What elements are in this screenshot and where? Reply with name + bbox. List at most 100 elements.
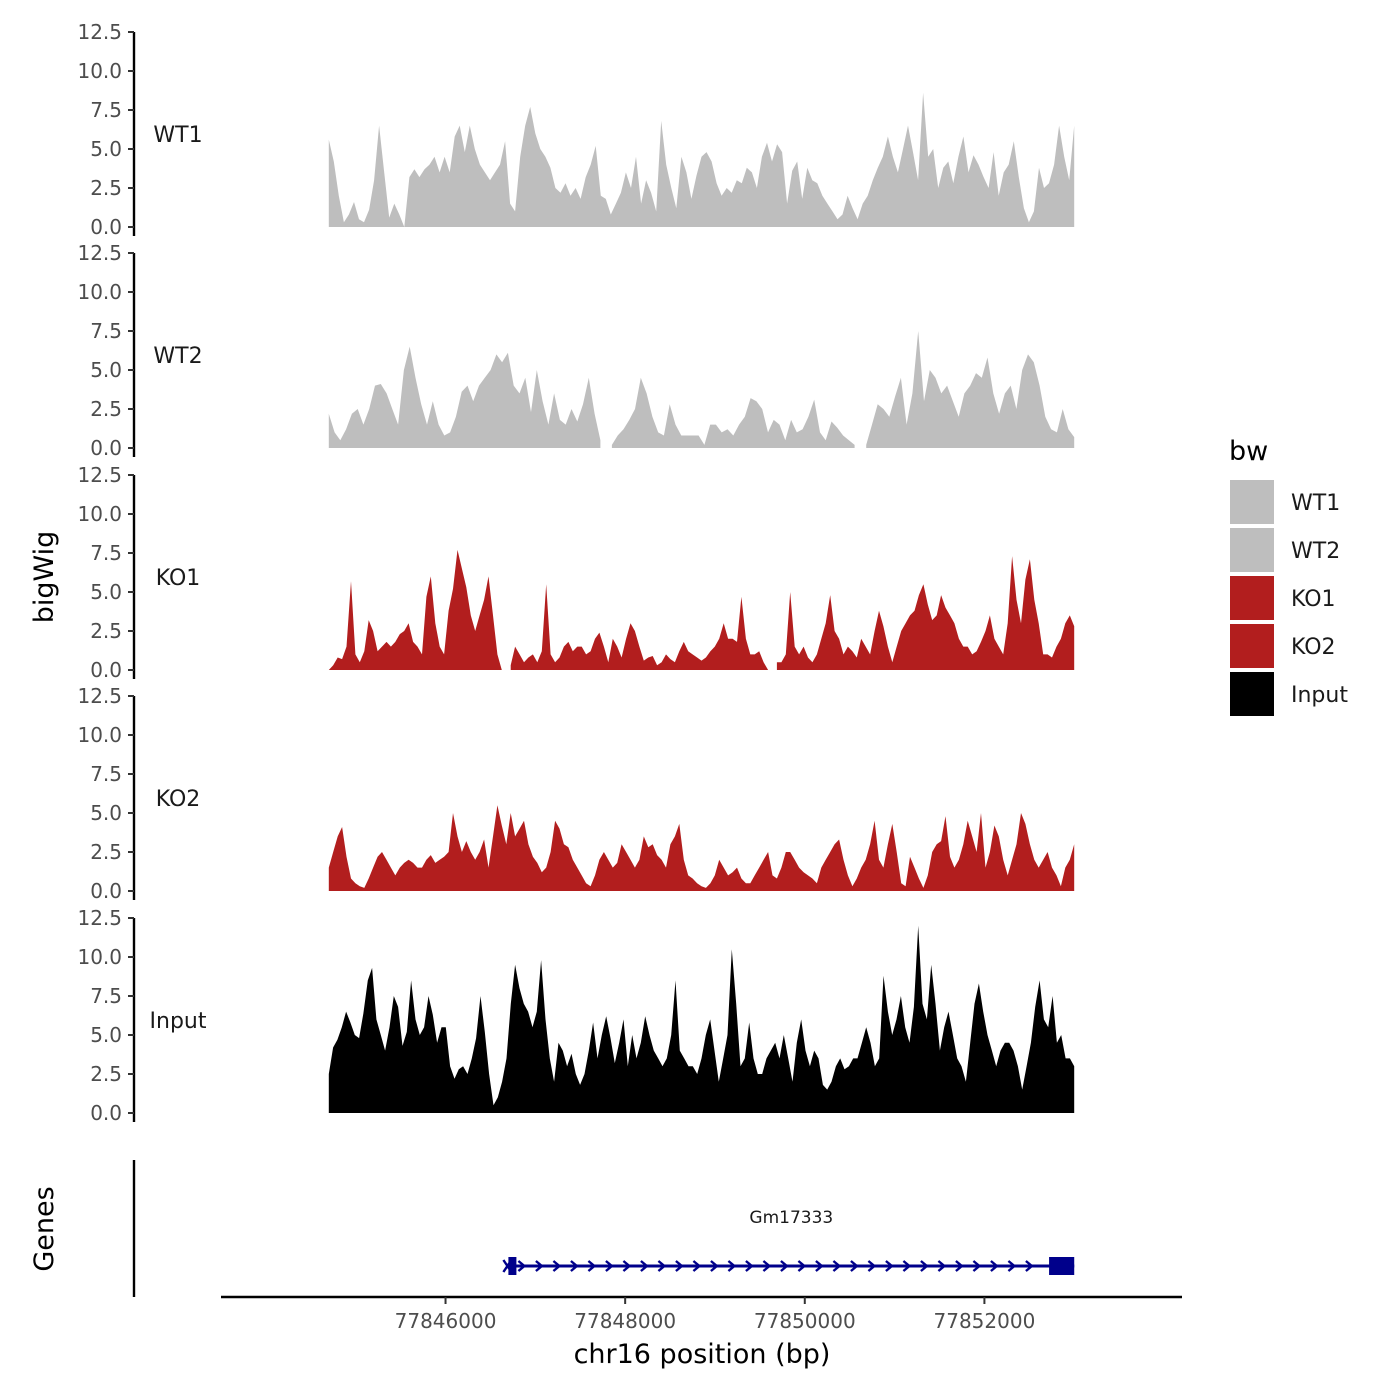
strand-arrow	[832, 1260, 842, 1272]
legend-swatch-wt2	[1230, 528, 1274, 572]
x-axis: 77846000 77848000 77850000 77852000	[221, 1295, 1182, 1333]
y-tick-label: 7.5	[90, 984, 122, 1008]
strand-arrow	[517, 1260, 527, 1272]
y-tick-label: 0.0	[90, 879, 122, 903]
track-wt1: 0.0 2.5 5.0 7.5 10.0 12.5 WT1	[77, 20, 1075, 239]
y-tick-label: 10.0	[77, 59, 122, 83]
track-wt2: 0.0 2.5 5.0 7.5 10.0 12.5 WT2	[77, 241, 1075, 460]
strand-arrow	[727, 1260, 737, 1272]
legend-swatch-input	[1230, 672, 1274, 716]
track-label-ko1: KO1	[156, 566, 201, 591]
y-tick-label: 7.5	[90, 319, 122, 343]
strand-arrow	[902, 1260, 912, 1272]
gene-exon	[1049, 1257, 1075, 1275]
y-tick-label: 10.0	[77, 723, 122, 747]
strand-arrow	[605, 1260, 614, 1272]
strand-arrow	[745, 1260, 754, 1272]
y-tick-label: 2.5	[90, 619, 122, 643]
strand-arrow	[692, 1260, 702, 1272]
genes-panel-title: Genes	[29, 1186, 60, 1271]
x-axis-title: chr16 position (bp)	[574, 1339, 831, 1370]
x-tick-label: 77846000	[395, 1309, 497, 1333]
legend-label-wt1: WT1	[1291, 491, 1340, 516]
legend-label-input: Input	[1291, 683, 1348, 708]
strand-arrow	[762, 1260, 772, 1272]
track-input: 0.0 2.5 5.0 7.5 10.0 12.5 Input	[77, 906, 1075, 1125]
strand-arrow	[815, 1260, 824, 1272]
gene-gm17333: Gm17333	[502, 1208, 1075, 1275]
y-tick-label: 12.5	[77, 463, 122, 487]
y-tick-label: 10.0	[77, 280, 122, 304]
y-tick-label: 0.0	[90, 436, 122, 460]
area-wt2	[866, 331, 1075, 448]
strand-arrow	[850, 1260, 859, 1272]
strand-arrow	[885, 1260, 894, 1272]
y-axis-title: bigWig	[29, 531, 60, 624]
x-tick-label: 77848000	[574, 1309, 676, 1333]
strand-arrow	[640, 1260, 649, 1272]
strand-arrow	[535, 1260, 544, 1272]
y-tick-label: 7.5	[90, 98, 122, 122]
strand-arrow	[1025, 1260, 1034, 1272]
y-tick-label: 5.0	[90, 801, 122, 825]
strand-arrow	[710, 1260, 719, 1272]
strand-arrow	[780, 1260, 789, 1272]
track-label-wt1: WT1	[153, 123, 202, 148]
genes-panel: Gm17333	[132, 1160, 1075, 1297]
strand-arrow	[622, 1260, 632, 1272]
area-wt1	[328, 92, 1075, 227]
area-ko1	[510, 584, 769, 670]
y-tick-label: 5.0	[90, 1023, 122, 1047]
x-tick-label: 77850000	[754, 1309, 856, 1333]
strand-arrow	[990, 1260, 999, 1272]
legend-label-ko1: KO1	[1291, 587, 1336, 612]
y-tick-label: 5.0	[90, 358, 122, 382]
y-tick-label: 2.5	[90, 840, 122, 864]
strand-arrow	[657, 1260, 667, 1272]
y-tick-label: 0.0	[90, 1101, 122, 1125]
y-tick-label: 2.5	[90, 397, 122, 421]
track-ko2: 0.0 2.5 5.0 7.5 10.0 12.5 KO2	[77, 684, 1075, 903]
y-tick-label: 0.0	[90, 658, 122, 682]
strand-arrow	[587, 1260, 597, 1272]
y-tick-label: 10.0	[77, 945, 122, 969]
track-label-ko2: KO2	[156, 787, 201, 812]
area-ko2	[328, 805, 1075, 891]
strand-arrow	[1007, 1260, 1017, 1272]
y-tick-label: 7.5	[90, 541, 122, 565]
legend-label-ko2: KO2	[1291, 635, 1336, 660]
area-wt2	[328, 346, 601, 448]
strand-arrow	[972, 1260, 982, 1272]
track-ko1: 0.0 2.5 5.0 7.5 10.0 12.5 KO1	[77, 463, 1075, 682]
y-tick-label: 12.5	[77, 241, 122, 265]
strand-arrow	[797, 1260, 807, 1272]
strand-arrow	[675, 1260, 684, 1272]
y-tick-label: 12.5	[77, 20, 122, 44]
strand-arrow	[570, 1260, 579, 1272]
strand-arrow	[920, 1260, 929, 1272]
y-tick-label: 12.5	[77, 684, 122, 708]
legend-title: bw	[1229, 436, 1268, 467]
legend-swatch-ko2	[1230, 624, 1274, 668]
y-tick-label: 12.5	[77, 906, 122, 930]
y-tick-label: 0.0	[90, 215, 122, 239]
legend-swatch-ko1	[1230, 576, 1274, 620]
legend-swatch-wt1	[1230, 480, 1274, 524]
y-tick-label: 7.5	[90, 762, 122, 786]
y-tick-label: 5.0	[90, 137, 122, 161]
area-input	[328, 925, 1075, 1113]
track-label-wt2: WT2	[153, 344, 202, 369]
legend-label-wt2: WT2	[1291, 539, 1340, 564]
strand-arrow	[552, 1260, 562, 1272]
bigwig-tracks: 0.0 2.5 5.0 7.5 10.0 12.5 WT1 0.0 2.5 5.0 7.5 10.0 1…	[77, 20, 1075, 1125]
legend: bw WT1 WT2 KO1 KO2 Input	[1229, 436, 1348, 716]
y-tick-label: 5.0	[90, 580, 122, 604]
y-tick-label: 2.5	[90, 176, 122, 200]
gene-exon	[508, 1257, 517, 1275]
area-ko1	[776, 556, 1075, 670]
y-tick-label: 10.0	[77, 502, 122, 526]
y-tick-label: 2.5	[90, 1062, 122, 1086]
x-tick-label: 77852000	[934, 1309, 1036, 1333]
strand-arrow	[937, 1260, 947, 1272]
